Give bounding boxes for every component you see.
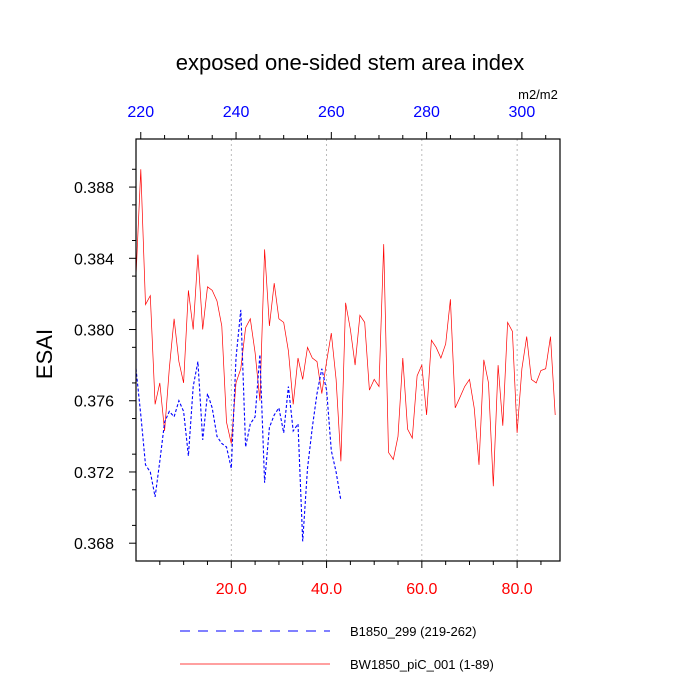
- top-tick-label: 300: [509, 104, 536, 121]
- x-tick-label: 80.0: [502, 581, 533, 598]
- ticks: 20.0 40.0 60.0 80.0 220 240 260 280 300 0.368 0.37…: [74, 104, 547, 598]
- top-tick-label: 260: [318, 104, 345, 121]
- y-tick-label: 0.384: [74, 251, 114, 268]
- y-axis-label: ESAI: [32, 329, 57, 379]
- x-tick-label: 60.0: [406, 581, 437, 598]
- legend-label-bw1850: BW1850_piC_001 (1-89): [350, 657, 494, 672]
- y-tick-label: 0.372: [74, 465, 114, 482]
- top-tick-label: 240: [223, 104, 250, 121]
- chart-title: exposed one-sided stem area index: [176, 50, 525, 75]
- units-label: m2/m2: [518, 87, 558, 102]
- series-layer: [135, 169, 556, 542]
- y-tick-label: 0.380: [74, 323, 114, 340]
- x-tick-label: 20.0: [216, 581, 247, 598]
- y-tick-label: 0.388: [74, 180, 114, 197]
- series-line-bw1850: [135, 169, 556, 487]
- legend-label-b1850: B1850_299 (219-262): [350, 624, 477, 639]
- legend: B1850_299 (219-262) BW1850_piC_001 (1-89…: [180, 624, 494, 672]
- x-tick-label: 40.0: [311, 581, 342, 598]
- plot-frame: [135, 138, 561, 562]
- y-tick-label: 0.376: [74, 394, 114, 411]
- grid: [230, 139, 518, 561]
- y-tick-label: 0.368: [74, 536, 114, 553]
- top-tick-label: 280: [413, 104, 440, 121]
- top-tick-label: 220: [127, 104, 154, 121]
- series-line-b1850: [135, 309, 342, 542]
